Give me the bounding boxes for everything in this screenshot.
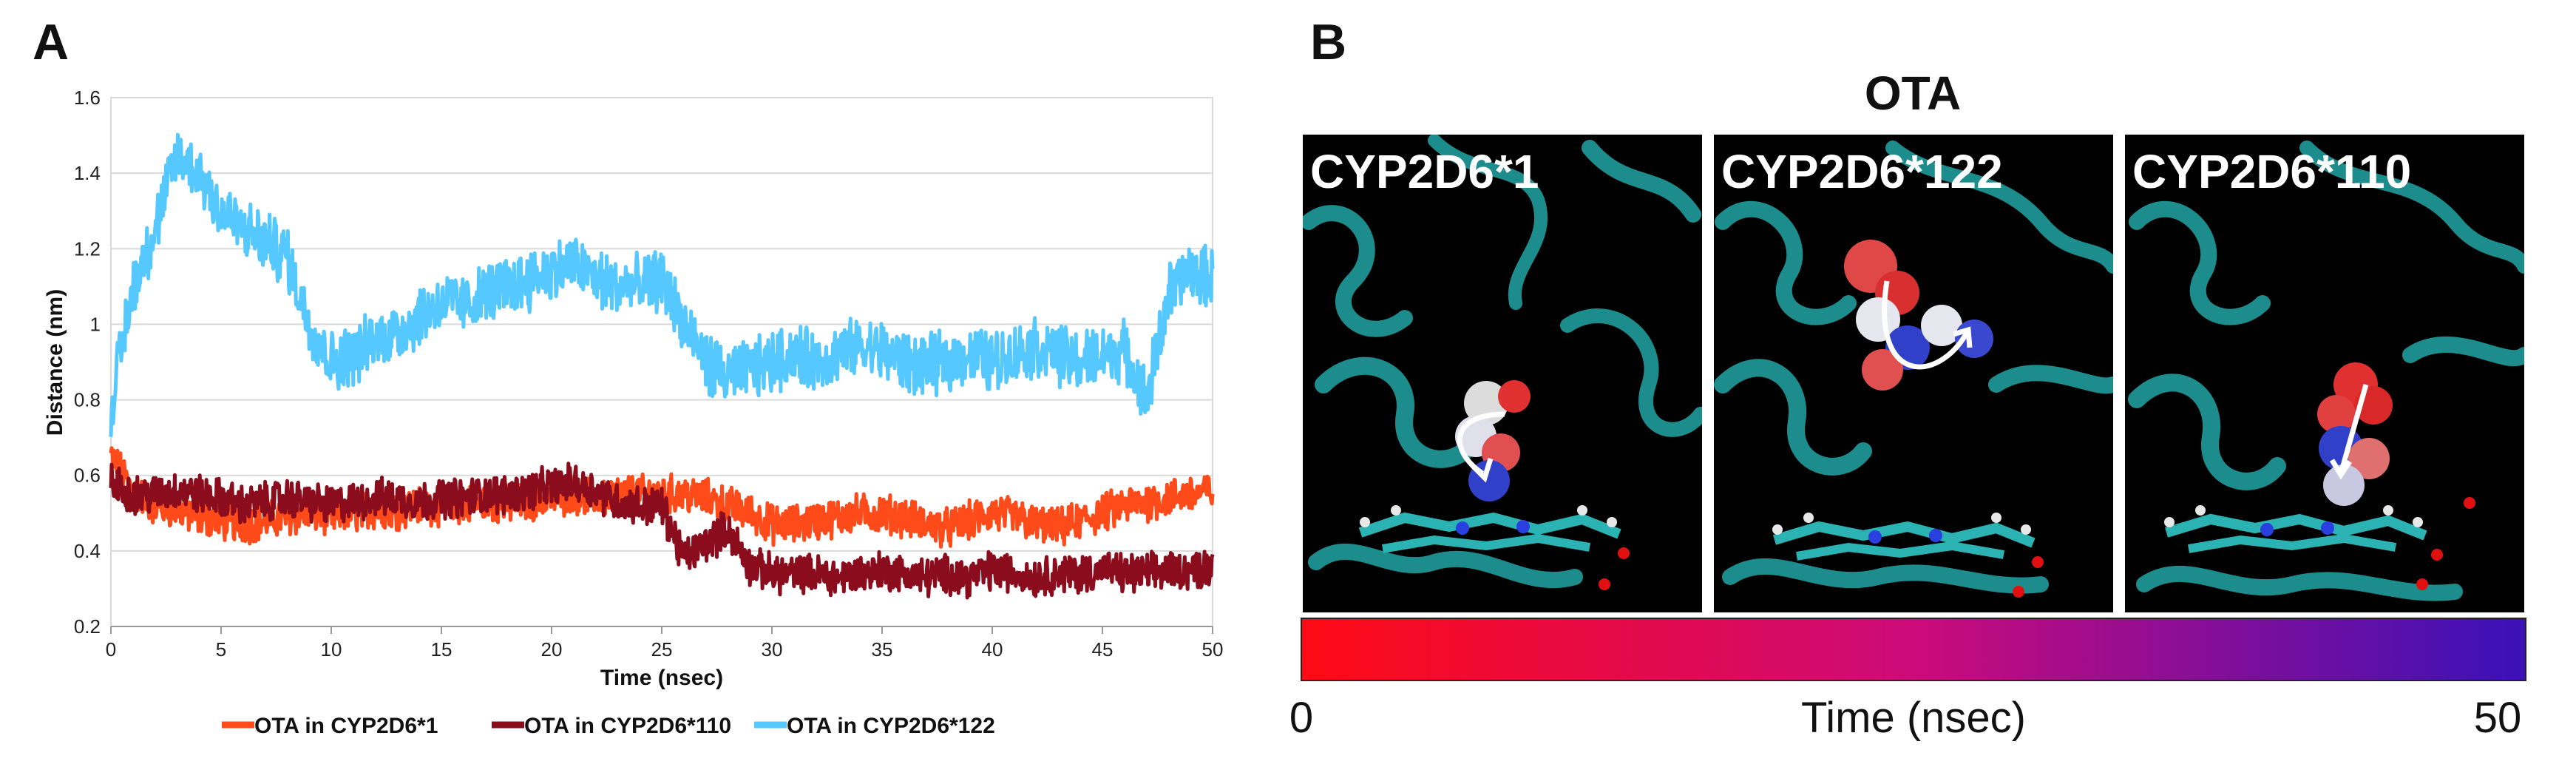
x-tick-label: 40 — [982, 638, 1003, 660]
y-tick-label: 1.6 — [74, 87, 101, 109]
legend: OTA in CYP2D6*1 OTA in CYP2D6*110 OTA in C… — [222, 714, 995, 738]
y-tick-label: 0.4 — [74, 540, 101, 562]
colorbar-max-label: 50 — [2474, 694, 2522, 742]
ligand-ota — [2317, 362, 2393, 506]
ligand-ota — [1455, 380, 1531, 501]
x-tick-label: 45 — [1092, 638, 1114, 660]
heme-group — [2164, 497, 2475, 590]
series-line-3 — [109, 132, 1215, 437]
snapshot-cyp2d6-1 — [1303, 135, 1702, 612]
y-tick-label: 0.8 — [74, 389, 101, 411]
x-tick-label: 10 — [321, 638, 342, 660]
structure-panel: OTA — [1289, 67, 2526, 742]
colorbar-axis-label: Time (nsec) — [1801, 694, 2026, 742]
structure-title: OTA — [1865, 67, 1961, 120]
heme-group — [1772, 513, 2044, 598]
legend-label: OTA in CYP2D6*110 — [524, 714, 731, 738]
series-layer — [109, 132, 1215, 600]
line-chart: 0.2 0.4 0.6 0.8 1 1.2 1.4 1.6 0 5 10 15 20 25 30 35 40 4… — [43, 87, 1223, 738]
x-tick-label: 50 — [1202, 638, 1224, 660]
y-axis-ticks: 0.2 0.4 0.6 0.8 1 1.2 1.4 1.6 — [74, 87, 101, 638]
snapshot-label-2: CYP2D6*122 — [1721, 145, 2003, 198]
snapshot-cyp2d6-110 — [2125, 135, 2524, 612]
panel-b-label: B — [1310, 14, 1347, 70]
y-tick-label: 1 — [90, 313, 101, 335]
x-tick-label: 30 — [762, 638, 783, 660]
snapshot-label-3: CYP2D6*110 — [2132, 145, 2411, 198]
x-tick-label: 15 — [431, 638, 453, 660]
panel-a-label: A — [33, 14, 70, 70]
gridlines — [111, 97, 1213, 552]
x-tick-label: 25 — [651, 638, 673, 660]
x-axis-label: Time (nsec) — [600, 666, 723, 690]
y-tick-label: 1.2 — [74, 237, 101, 260]
protein-ribbon — [1303, 135, 1702, 589]
snapshot-cyp2d6-122 — [1714, 135, 2113, 612]
legend-label: OTA in CYP2D6*1 — [254, 714, 438, 738]
series-line-2 — [109, 462, 1215, 600]
x-tick-label: 35 — [872, 638, 893, 660]
ligand-ota — [1844, 240, 1993, 391]
y-tick-label: 0.2 — [74, 615, 101, 638]
x-tick-label: 5 — [216, 638, 226, 660]
x-tick-label: 20 — [541, 638, 563, 660]
time-colorbar — [1301, 618, 2526, 681]
heme-group — [1358, 505, 1630, 590]
protein-ribbon — [2128, 141, 2524, 601]
y-tick-label: 1.4 — [74, 162, 101, 184]
y-axis-label: Distance (nm) — [43, 289, 67, 436]
y-tick-label: 0.6 — [74, 464, 101, 487]
snapshot-label-1: CYP2D6*1 — [1310, 145, 1539, 198]
protein-ribbon — [1714, 141, 2113, 594]
x-axis-ticks: 0 5 10 15 20 25 30 35 40 45 50 — [106, 626, 1224, 660]
legend-label: OTA in CYP2D6*122 — [787, 714, 995, 738]
colorbar-min-label: 0 — [1289, 694, 1313, 742]
x-tick-label: 0 — [106, 638, 116, 660]
